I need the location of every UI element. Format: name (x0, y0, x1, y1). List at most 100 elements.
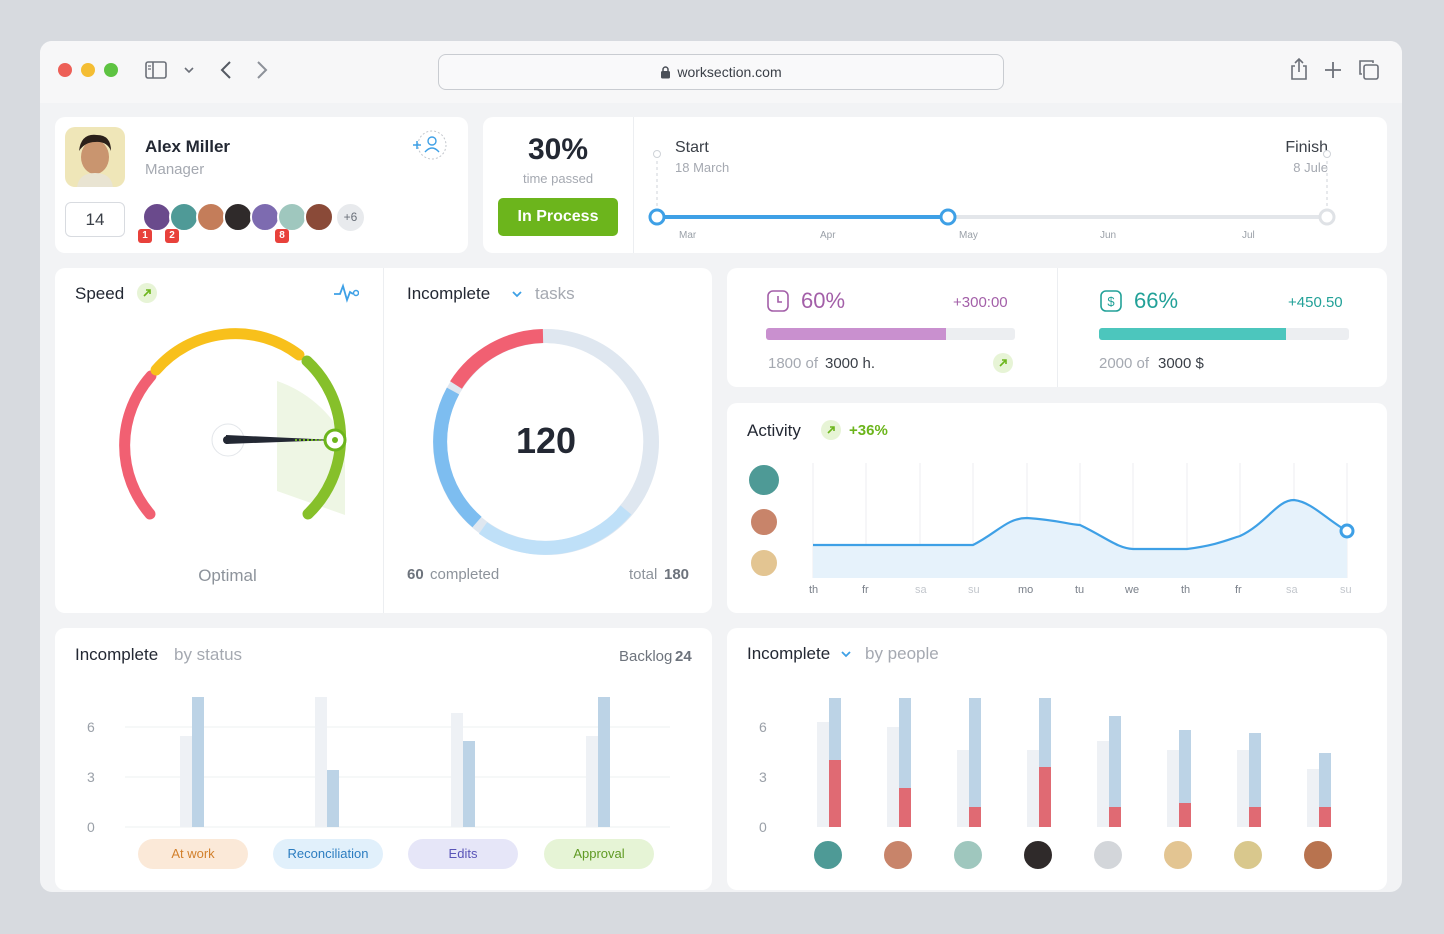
hours-of-value: 1800 of (768, 355, 819, 372)
member-avatar[interactable] (250, 202, 280, 232)
hours-bar-fill (766, 328, 946, 340)
y-tick: 0 (759, 819, 767, 835)
activity-avatar[interactable] (749, 507, 779, 537)
by-status-title: Incomplete (75, 645, 159, 664)
person-avatar[interactable] (882, 839, 914, 871)
trend-up-icon (137, 283, 157, 303)
activity-delta: +36% (849, 422, 888, 439)
trend-up-icon (993, 353, 1013, 373)
trend-up-icon (821, 420, 841, 440)
money-percent: 66% (1134, 288, 1179, 313)
y-tick: 6 (87, 719, 95, 735)
tabs-overview-icon[interactable] (1358, 59, 1380, 81)
status-pill-at-work[interactable]: At work (138, 839, 248, 869)
money-bar-fill (1099, 328, 1286, 340)
speed-tasks-card: Speed Optimal Incomplete tasks 120 60 co… (55, 268, 712, 613)
month-label: Jul (1242, 230, 1255, 241)
status-pill-edits[interactable]: Edits (408, 839, 518, 869)
money-of-value: 2000 of (1099, 355, 1150, 372)
by-people-card: Incomplete by people 6 3 0 (727, 628, 1387, 890)
backlog-label: Backlog (619, 648, 673, 665)
total-label: total (629, 566, 658, 583)
activity-chart (812, 463, 1355, 578)
in-process-button[interactable]: In Process (498, 198, 618, 236)
day-label: tu (1075, 584, 1085, 596)
person-avatar[interactable] (812, 839, 844, 871)
pulse-icon[interactable] (333, 283, 359, 303)
activity-avatar[interactable] (749, 548, 779, 578)
total-count: 180 (664, 566, 690, 583)
hours-percent: 60% (801, 288, 846, 313)
chevron-down-icon[interactable] (511, 289, 523, 299)
speed-status: Optimal (198, 566, 257, 585)
dollar-icon: $ (1100, 290, 1122, 312)
timeline-track (648, 150, 1336, 226)
person-avatar[interactable] (1232, 839, 1264, 871)
month-label: Mar (679, 230, 697, 241)
month-label: Apr (820, 230, 836, 241)
user-name: Alex Miller (145, 137, 231, 156)
divider (1057, 268, 1058, 387)
more-members-button[interactable]: +6 (335, 202, 366, 233)
person-avatar[interactable] (1092, 839, 1124, 871)
speed-title: Speed (75, 284, 125, 303)
finish-label: Finish (1285, 139, 1328, 156)
minimize-window-button[interactable] (81, 63, 95, 77)
status-pill-approval[interactable]: Approval (544, 839, 654, 869)
profile-card: Alex Miller Manager 14 +6 1 2 8 (55, 117, 468, 253)
forward-arrow-icon[interactable] (256, 60, 268, 80)
browser-titlebar: worksection.com (40, 41, 1402, 103)
clock-icon (767, 290, 789, 312)
member-avatar[interactable] (304, 202, 334, 232)
back-arrow-icon[interactable] (220, 60, 232, 80)
user-role: Manager (145, 161, 205, 178)
day-label: fr (862, 584, 869, 596)
start-label: Start (675, 139, 709, 156)
activity-current-point[interactable] (1339, 523, 1355, 539)
person-avatar[interactable] (1022, 839, 1054, 871)
by-status-chart (125, 697, 670, 828)
address-bar[interactable]: worksection.com (438, 54, 1004, 90)
status-pill-reconciliation[interactable]: Reconciliation (273, 839, 383, 869)
person-avatar[interactable] (952, 839, 984, 871)
add-person-icon[interactable] (411, 129, 447, 161)
tasks-subtitle: tasks (535, 284, 575, 303)
day-label: th (809, 584, 819, 596)
budget-card: 60% +300:00 1800 of 3000 h. $ 66% +450.5… (727, 268, 1387, 387)
backlog-value: 24 (675, 648, 692, 665)
tasks-center-value: 120 (515, 420, 577, 461)
user-avatar[interactable] (65, 127, 125, 187)
y-tick: 0 (87, 819, 95, 835)
member-avatar[interactable] (223, 202, 253, 232)
time-percent-label: time passed (522, 171, 594, 186)
member-avatar[interactable] (196, 202, 226, 232)
url-text: worksection.com (677, 64, 782, 80)
y-tick: 3 (759, 769, 767, 785)
member-count: 14 (65, 202, 125, 237)
member-avatar[interactable] (142, 202, 172, 232)
tasks-title: Incomplete (407, 284, 491, 303)
person-avatar[interactable] (1162, 839, 1194, 871)
timeline-card: 30% time passed In Process Start 18 Marc… (483, 117, 1387, 253)
lock-icon (661, 65, 671, 78)
close-window-button[interactable] (58, 63, 72, 77)
maximize-window-button[interactable] (104, 63, 118, 77)
by-people-title: Incomplete (747, 644, 831, 663)
notification-badge: 8 (275, 229, 289, 243)
chevron-down-icon[interactable] (840, 649, 852, 659)
by-status-subtitle: by status (174, 645, 243, 664)
day-label: we (1125, 584, 1140, 596)
activity-avatar[interactable] (747, 463, 781, 497)
new-tab-icon[interactable] (1324, 61, 1342, 79)
day-label: su (1340, 584, 1352, 596)
member-avatar[interactable] (277, 202, 307, 232)
chevron-down-icon[interactable] (184, 66, 194, 74)
speed-gauge (119, 328, 347, 520)
sidebar-toggle-icon[interactable] (145, 61, 167, 79)
member-avatar[interactable] (169, 202, 199, 232)
activity-card: Activity +36% th fr sa su mo tu we th fr… (727, 403, 1387, 613)
person-avatar[interactable] (1302, 839, 1334, 871)
share-icon[interactable] (1290, 57, 1308, 81)
by-people-subtitle: by people (865, 644, 939, 663)
timeline-current-marker[interactable] (939, 208, 957, 226)
